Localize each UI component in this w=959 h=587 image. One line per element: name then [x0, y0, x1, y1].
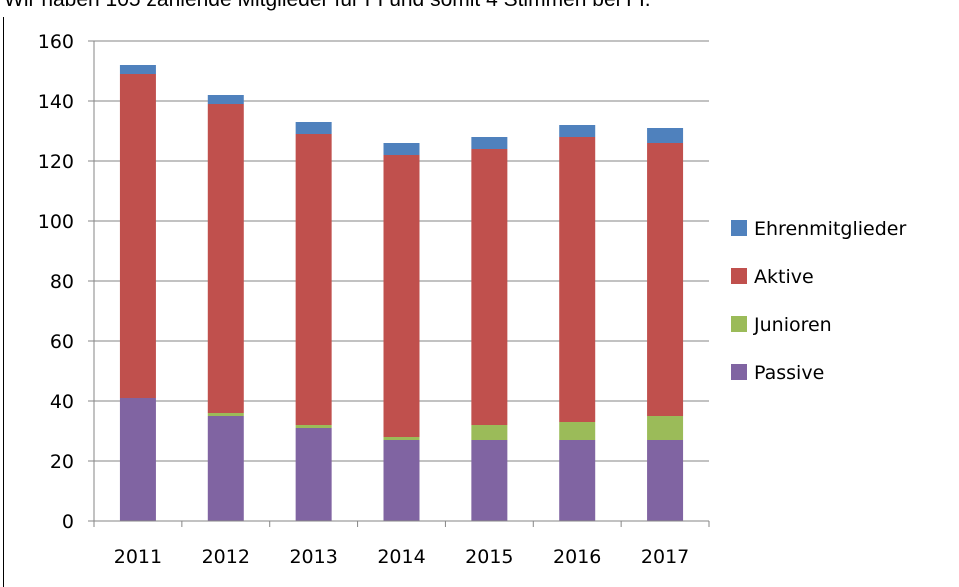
- x-tick-label: 2011: [114, 546, 162, 568]
- legend-label-aktive: Aktive: [754, 266, 814, 288]
- bar-aktive-2015: [471, 149, 508, 425]
- bar-aktive-2017: [647, 143, 684, 416]
- bar-passive-2012: [207, 416, 244, 521]
- bar-junioren-2016: [559, 422, 596, 440]
- bar-passive-2017: [647, 440, 684, 521]
- stacked-bar-chart: 0 20 40 60 80 100 120 140 160 2011 2012 2013 2014 201…: [38, 31, 907, 568]
- bar-aktive-2011: [119, 74, 156, 398]
- bar-passive-2015: [471, 440, 508, 521]
- bar-junioren-2012: [207, 413, 244, 416]
- bar-ehrenmitglieder-2016: [559, 125, 596, 137]
- bar-passive-2014: [383, 440, 420, 521]
- y-tick-label: 140: [38, 91, 74, 113]
- legend-swatch-ehrenmitglieder: [731, 220, 747, 236]
- y-tick-label: 0: [62, 511, 74, 533]
- legend-swatch-junioren: [731, 316, 747, 332]
- x-tick-label: 2014: [377, 546, 425, 568]
- legend: Ehrenmitglieder Aktive Junioren Passive: [731, 218, 906, 384]
- bar-aktive-2016: [559, 137, 596, 422]
- bar-junioren-2014: [383, 437, 420, 440]
- bar-junioren-2017: [647, 416, 684, 440]
- bar-ehrenmitglieder-2011: [119, 65, 156, 74]
- bar-aktive-2014: [383, 155, 420, 437]
- bar-passive-2016: [559, 440, 596, 521]
- legend-label-ehrenmitglieder: Ehrenmitglieder: [754, 218, 906, 240]
- bar-ehrenmitglieder-2013: [295, 122, 332, 134]
- bar-passive-2011: [119, 398, 156, 521]
- bar-ehrenmitglieder-2012: [207, 95, 244, 104]
- bar-passive-2013: [295, 428, 332, 521]
- bar-junioren-2013: [295, 425, 332, 428]
- legend-swatch-passive: [731, 364, 747, 380]
- axes: 0 20 40 60 80 100 120 140 160 2011 2012 2013 2014 201…: [38, 31, 710, 568]
- bar-junioren-2015: [471, 425, 508, 440]
- bar-ehrenmitglieder-2017: [647, 128, 684, 143]
- y-tick-label: 100: [38, 211, 74, 233]
- bar-aktive-2013: [295, 134, 332, 425]
- chart-area: 0 20 40 60 80 100 120 140 160 2011 2012 2013 2014 201…: [3, 17, 959, 587]
- page-caption: Wir haben 105 zahlende Mitglieder für FI…: [4, 0, 651, 13]
- x-tick-label: 2015: [465, 546, 513, 568]
- y-tick-label: 120: [38, 151, 74, 173]
- legend-swatch-aktive: [731, 268, 747, 284]
- bar-ehrenmitglieder-2015: [471, 137, 508, 149]
- y-tick-label: 60: [50, 331, 74, 353]
- x-tick-label: 2012: [202, 546, 250, 568]
- y-tick-label: 40: [50, 391, 74, 413]
- bar-aktive-2012: [207, 104, 244, 413]
- x-tick-label: 2016: [553, 546, 601, 568]
- bars: [119, 65, 684, 521]
- y-tick-label: 80: [50, 271, 74, 293]
- bar-ehrenmitglieder-2014: [383, 143, 420, 155]
- y-tick-label: 160: [38, 31, 74, 53]
- x-tick-label: 2013: [289, 546, 337, 568]
- x-tick-label: 2017: [641, 546, 689, 568]
- legend-label-junioren: Junioren: [753, 314, 832, 336]
- legend-label-passive: Passive: [754, 362, 824, 384]
- y-tick-label: 20: [50, 451, 74, 473]
